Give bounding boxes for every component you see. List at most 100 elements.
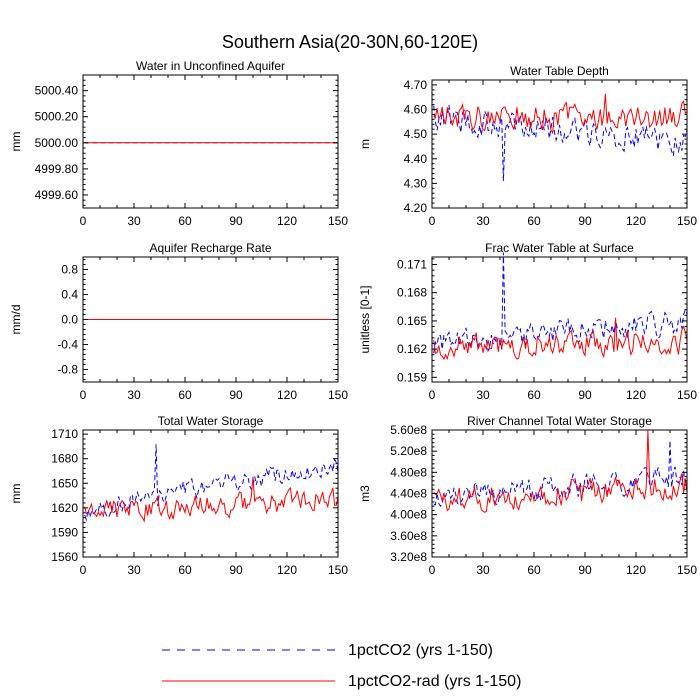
panel-title: River Channel Total Water Storage	[467, 414, 652, 428]
x-tick-label: 60	[178, 214, 192, 228]
panel-1: Water Table Depth m 0 30 60 90 120 150 4.20 4.30 4…	[358, 64, 697, 228]
series-line-1pctco2-rad	[433, 430, 688, 513]
panel-title: Total Water Storage	[158, 414, 264, 428]
panel-5: River Channel Total Water Storage m3 0 30 60…	[358, 414, 697, 577]
y-tick-label: 5.60e8	[390, 423, 427, 437]
y-tick-label: -0.4	[57, 338, 78, 352]
y-axis-label: m3	[358, 485, 372, 502]
x-tick-label: 90	[229, 388, 243, 402]
x-tick-label: 60	[527, 563, 541, 577]
x-tick-label: 30	[476, 388, 490, 402]
x-tick-label: 120	[626, 214, 646, 228]
y-axis-label: mm/d	[9, 305, 23, 335]
y-tick-label: 4.50	[404, 127, 428, 141]
x-tick-label: 60	[527, 214, 541, 228]
x-tick-label: 30	[476, 214, 490, 228]
y-tick-label: 1620	[51, 501, 78, 515]
y-axis-label: mm	[9, 132, 23, 152]
legend-label-1pctco2-rad: 1pctCO2-rad (yrs 1-150)	[348, 673, 521, 690]
y-tick-label: 5000.00	[35, 136, 79, 150]
y-tick-label: 4.40	[404, 152, 428, 166]
y-tick-label: 5000.20	[35, 110, 79, 124]
y-tick-label: 3.20e8	[390, 550, 427, 564]
y-tick-label: 0.165	[397, 314, 427, 328]
y-tick-label: 0.4	[61, 288, 78, 302]
figure-title: Southern Asia(20-30N,60-120E)	[222, 32, 478, 52]
legend: 1pctCO2 (yrs 1-150) 1pctCO2-rad (yrs 1-1…	[162, 642, 521, 690]
x-tick-label: 60	[527, 388, 541, 402]
x-tick-label: 90	[578, 563, 592, 577]
x-tick-label: 90	[578, 388, 592, 402]
panel-title: Water Table Depth	[510, 64, 609, 78]
series-line-1pctco2	[433, 252, 688, 354]
panel-title: Aquifer Recharge Rate	[149, 241, 271, 255]
series-line-1pctco2-rad	[84, 476, 339, 523]
x-tick-label: 90	[229, 214, 243, 228]
panels: Water in Unconfined Aquifer mm 0 30 60 90 120 1…	[9, 59, 697, 577]
y-tick-label: 4.70	[404, 78, 428, 92]
panel-title: Frac Water Table at Surface	[485, 241, 634, 255]
y-axis-label: m	[358, 139, 372, 149]
x-tick-label: 120	[277, 563, 297, 577]
y-tick-label: 0.159	[397, 370, 427, 384]
x-tick-label: 120	[626, 388, 646, 402]
y-axis-label: unitless [0-1]	[358, 285, 372, 353]
panel-0: Water in Unconfined Aquifer mm 0 30 60 90 120 1…	[9, 59, 348, 228]
x-tick-label: 150	[328, 388, 348, 402]
plot-frame	[431, 256, 688, 383]
y-tick-label: 0.0	[61, 313, 78, 327]
x-tick-label: 30	[127, 388, 141, 402]
x-tick-label: 90	[578, 214, 592, 228]
x-tick-label: 0	[429, 214, 436, 228]
y-tick-label: 5.20e8	[390, 444, 427, 458]
y-tick-label: 4.40e8	[390, 487, 427, 501]
x-tick-label: 90	[229, 563, 243, 577]
plot-frame	[82, 429, 339, 558]
panel-title: Water in Unconfined Aquifer	[136, 59, 285, 73]
x-tick-label: 60	[178, 563, 192, 577]
panel-3: Frac Water Table at Surface unitless [0-1…	[358, 241, 697, 402]
x-tick-label: 30	[127, 563, 141, 577]
x-tick-label: 150	[328, 563, 348, 577]
plot-frame	[82, 74, 339, 209]
x-tick-label: 120	[626, 563, 646, 577]
legend-label-1pctco2: 1pctCO2 (yrs 1-150)	[348, 642, 493, 659]
x-tick-label: 150	[677, 214, 697, 228]
y-tick-label: 3.60e8	[390, 529, 427, 543]
y-tick-label: 1650	[51, 476, 78, 490]
plot-frame	[431, 79, 688, 209]
x-tick-label: 30	[127, 214, 141, 228]
y-tick-label: 0.8	[61, 263, 78, 277]
x-tick-label: 0	[80, 388, 87, 402]
y-tick-label: 1590	[51, 525, 78, 539]
series-line-1pctco2	[433, 440, 688, 508]
y-tick-label: 0.171	[397, 258, 427, 272]
panel-2: Aquifer Recharge Rate mm/d 0 30 60 90 120 150 -0…	[9, 241, 348, 402]
y-tick-label: 4.60	[404, 103, 428, 117]
y-tick-label: 1710	[51, 427, 78, 441]
x-tick-label: 150	[677, 563, 697, 577]
y-tick-label: 4999.80	[35, 162, 79, 176]
y-tick-label: 0.168	[397, 286, 427, 300]
y-tick-label: 4.80e8	[390, 465, 427, 479]
x-tick-label: 150	[677, 388, 697, 402]
x-tick-label: 120	[277, 388, 297, 402]
panel-4: Total Water Storage mm 0 30 60 90 120 150 1560 15…	[9, 414, 348, 577]
x-tick-label: 0	[80, 563, 87, 577]
y-tick-label: 0.162	[397, 342, 427, 356]
x-tick-label: 30	[476, 563, 490, 577]
x-tick-label: 120	[277, 214, 297, 228]
y-axis-label: mm	[9, 484, 23, 504]
x-tick-label: 0	[429, 388, 436, 402]
series-line-1pctco2-rad	[433, 93, 688, 135]
x-tick-label: 0	[429, 563, 436, 577]
y-tick-label: 1680	[51, 452, 78, 466]
x-tick-label: 60	[178, 388, 192, 402]
y-tick-label: 4.20	[404, 201, 428, 215]
y-tick-label: 4.30	[404, 176, 428, 190]
x-tick-label: 0	[80, 214, 87, 228]
y-tick-label: 4999.60	[35, 188, 79, 202]
y-tick-label: 4.00e8	[390, 508, 427, 522]
series-line-1pctco2	[433, 104, 688, 181]
